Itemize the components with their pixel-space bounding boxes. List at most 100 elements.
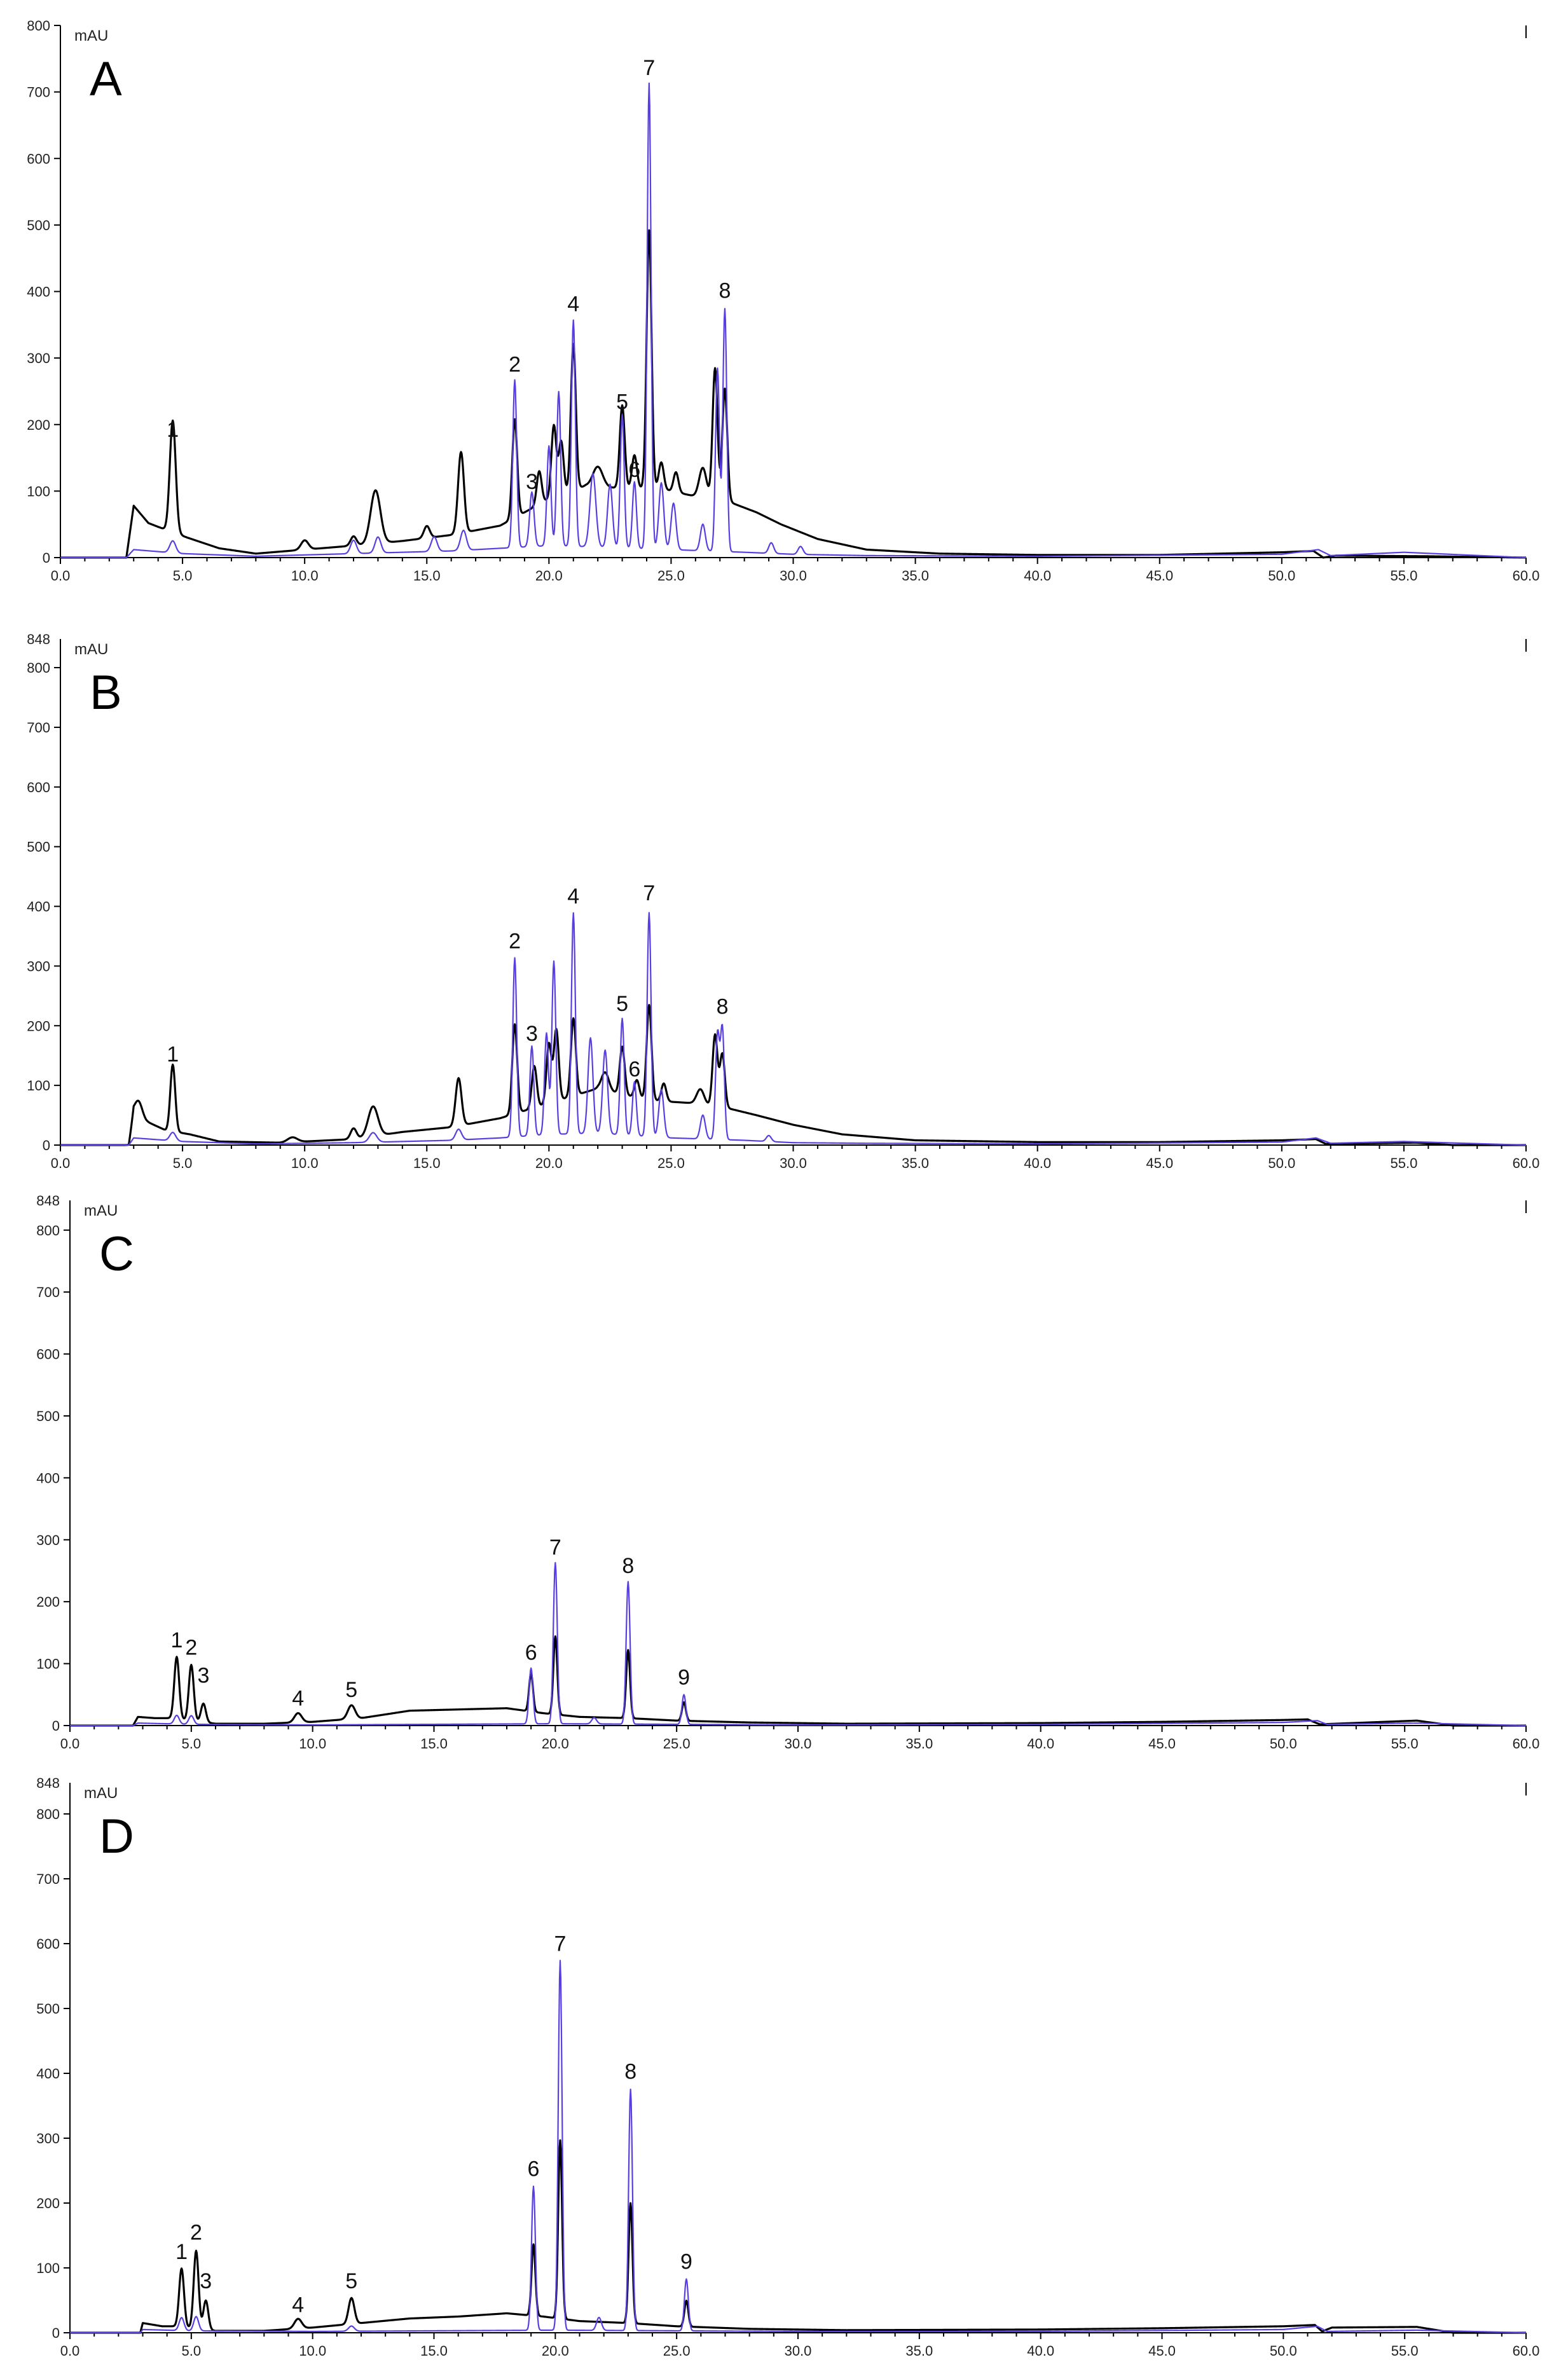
y-tick-label: 200 <box>36 2195 60 2211</box>
series-line-blue <box>69 1562 1527 1727</box>
y-unit-label: mAU <box>84 1785 118 1802</box>
y-tick-label: 500 <box>27 217 50 233</box>
y-tick-label: 700 <box>36 1871 60 1887</box>
y-tick-label: 500 <box>27 839 50 855</box>
y-tick-label: 200 <box>27 1018 50 1034</box>
y-tick-label: 0 <box>52 1718 60 1734</box>
peak-label: 7 <box>554 1932 567 1956</box>
y-tick-label: 300 <box>27 350 50 366</box>
peak-label: 6 <box>528 2157 540 2181</box>
peak-label: 7 <box>549 1535 561 1560</box>
x-tick-label: 30.0 <box>780 1155 807 1171</box>
y-tick-label: 600 <box>27 779 50 795</box>
x-tick-label: 15.0 <box>420 2343 448 2359</box>
peak-label: 6 <box>628 458 640 482</box>
x-tick-label: 5.0 <box>173 568 193 584</box>
x-tick-label: 35.0 <box>902 568 929 584</box>
peak-label: 2 <box>509 353 521 377</box>
y-tick-label: 500 <box>36 2001 60 2017</box>
series-line-blue <box>60 912 1527 1146</box>
x-tick-label: 15.0 <box>413 1155 441 1171</box>
chromatogram-panel-B: 0.0 5.0 10.0 15.0 20.0 25.0 30.0 35.0 40.0 45.0 50… <box>27 631 1539 1171</box>
x-tick-label: 0.0 <box>60 2343 80 2359</box>
x-tick-label: 45.0 <box>1146 1155 1173 1171</box>
chromatogram-panel-D: 0.0 5.0 10.0 15.0 20.0 25.0 30.0 35.0 40.0 45.0 50… <box>36 1775 1539 2359</box>
x-tick-label: 30.0 <box>780 568 807 584</box>
peak-label: 3 <box>526 470 538 494</box>
x-tick-label: 50.0 <box>1270 2343 1297 2359</box>
x-tick-label: 50.0 <box>1270 1736 1297 1752</box>
x-tick-label: 60.0 <box>1513 2343 1540 2359</box>
x-tick-label: 60.0 <box>1513 1155 1540 1171</box>
peak-label: 6 <box>525 1640 537 1665</box>
y-tick-label: 300 <box>27 958 50 974</box>
x-tick-label: 60.0 <box>1513 1736 1540 1752</box>
y-unit-label: mAU <box>74 641 108 658</box>
x-tick-label: 45.0 <box>1146 568 1173 584</box>
x-tick-label: 0.0 <box>51 1155 71 1171</box>
peak-label: 4 <box>292 1686 304 1710</box>
x-tick-label: 35.0 <box>905 2343 933 2359</box>
peak-label: 5 <box>616 390 628 414</box>
x-tick-label: 45.0 <box>1148 1736 1176 1752</box>
peak-label: 2 <box>185 1636 197 1660</box>
y-tick-label: 300 <box>36 2131 60 2146</box>
y-tick-label: 0 <box>43 550 50 566</box>
x-tick-label: 40.0 <box>1027 2343 1054 2359</box>
peak-label: 3 <box>526 1022 538 1046</box>
y-tick-label: 600 <box>36 1347 60 1363</box>
x-tick-label: 20.0 <box>535 568 563 584</box>
x-tick-label: 10.0 <box>291 1155 319 1171</box>
x-tick-label: 25.0 <box>663 1736 691 1752</box>
peak-label: 1 <box>170 1628 182 1652</box>
x-tick-label: 55.0 <box>1391 568 1418 584</box>
y-tick-label: 400 <box>36 1470 60 1486</box>
y-tick-label: 800 <box>36 1806 60 1822</box>
x-tick-label: 20.0 <box>535 1155 563 1171</box>
y-unit-label: mAU <box>74 27 108 45</box>
y-tick-label: 400 <box>27 899 50 915</box>
series-line-blue <box>69 1960 1527 2334</box>
x-tick-label: 45.0 <box>1148 2343 1176 2359</box>
x-tick-label: 15.0 <box>420 1736 448 1752</box>
peak-label: 1 <box>167 418 179 442</box>
x-tick-label: 25.0 <box>657 1155 685 1171</box>
peak-label: 5 <box>345 1678 357 1702</box>
x-tick-label: 5.0 <box>173 1155 193 1171</box>
peak-label: 2 <box>509 929 521 953</box>
series-line-blue <box>60 82 1527 559</box>
x-tick-label: 25.0 <box>657 568 685 584</box>
peak-label: 3 <box>200 2269 212 2293</box>
x-tick-label: 20.0 <box>542 2343 569 2359</box>
y-tick-label: 0 <box>52 2325 60 2341</box>
x-tick-label: 10.0 <box>291 568 319 584</box>
y-tick-label: 800 <box>27 18 50 34</box>
x-tick-label: 35.0 <box>902 1155 929 1171</box>
peak-label: 2 <box>190 2220 202 2244</box>
peak-label: 6 <box>628 1057 640 1081</box>
peak-label: 1 <box>167 1043 179 1067</box>
peak-label: 5 <box>345 2269 357 2293</box>
peak-label: 8 <box>622 1554 634 1578</box>
x-tick-label: 20.0 <box>542 1736 569 1752</box>
panel-letter: B <box>90 666 122 720</box>
x-tick-label: 55.0 <box>1391 1736 1419 1752</box>
y-tick-label: 100 <box>36 2260 60 2276</box>
y-max-label: 848 <box>36 1775 60 1791</box>
y-tick-label: 100 <box>27 1078 50 1094</box>
panel-letter: D <box>99 1809 134 1864</box>
peak-label: 8 <box>717 995 729 1019</box>
y-max-label: 848 <box>36 1193 60 1209</box>
series-line-black <box>60 229 1527 559</box>
y-tick-label: 700 <box>27 85 50 100</box>
peak-label: 7 <box>643 56 655 80</box>
y-tick-label: 100 <box>27 483 50 499</box>
y-tick-label: 600 <box>36 1936 60 1952</box>
y-tick-label: 800 <box>36 1223 60 1239</box>
peak-label: 8 <box>624 2059 636 2084</box>
x-tick-label: 30.0 <box>785 1736 812 1752</box>
y-max-label: 848 <box>27 631 50 647</box>
x-tick-label: 50.0 <box>1268 568 1295 584</box>
x-tick-label: 30.0 <box>785 2343 812 2359</box>
x-tick-label: 5.0 <box>182 2343 202 2359</box>
